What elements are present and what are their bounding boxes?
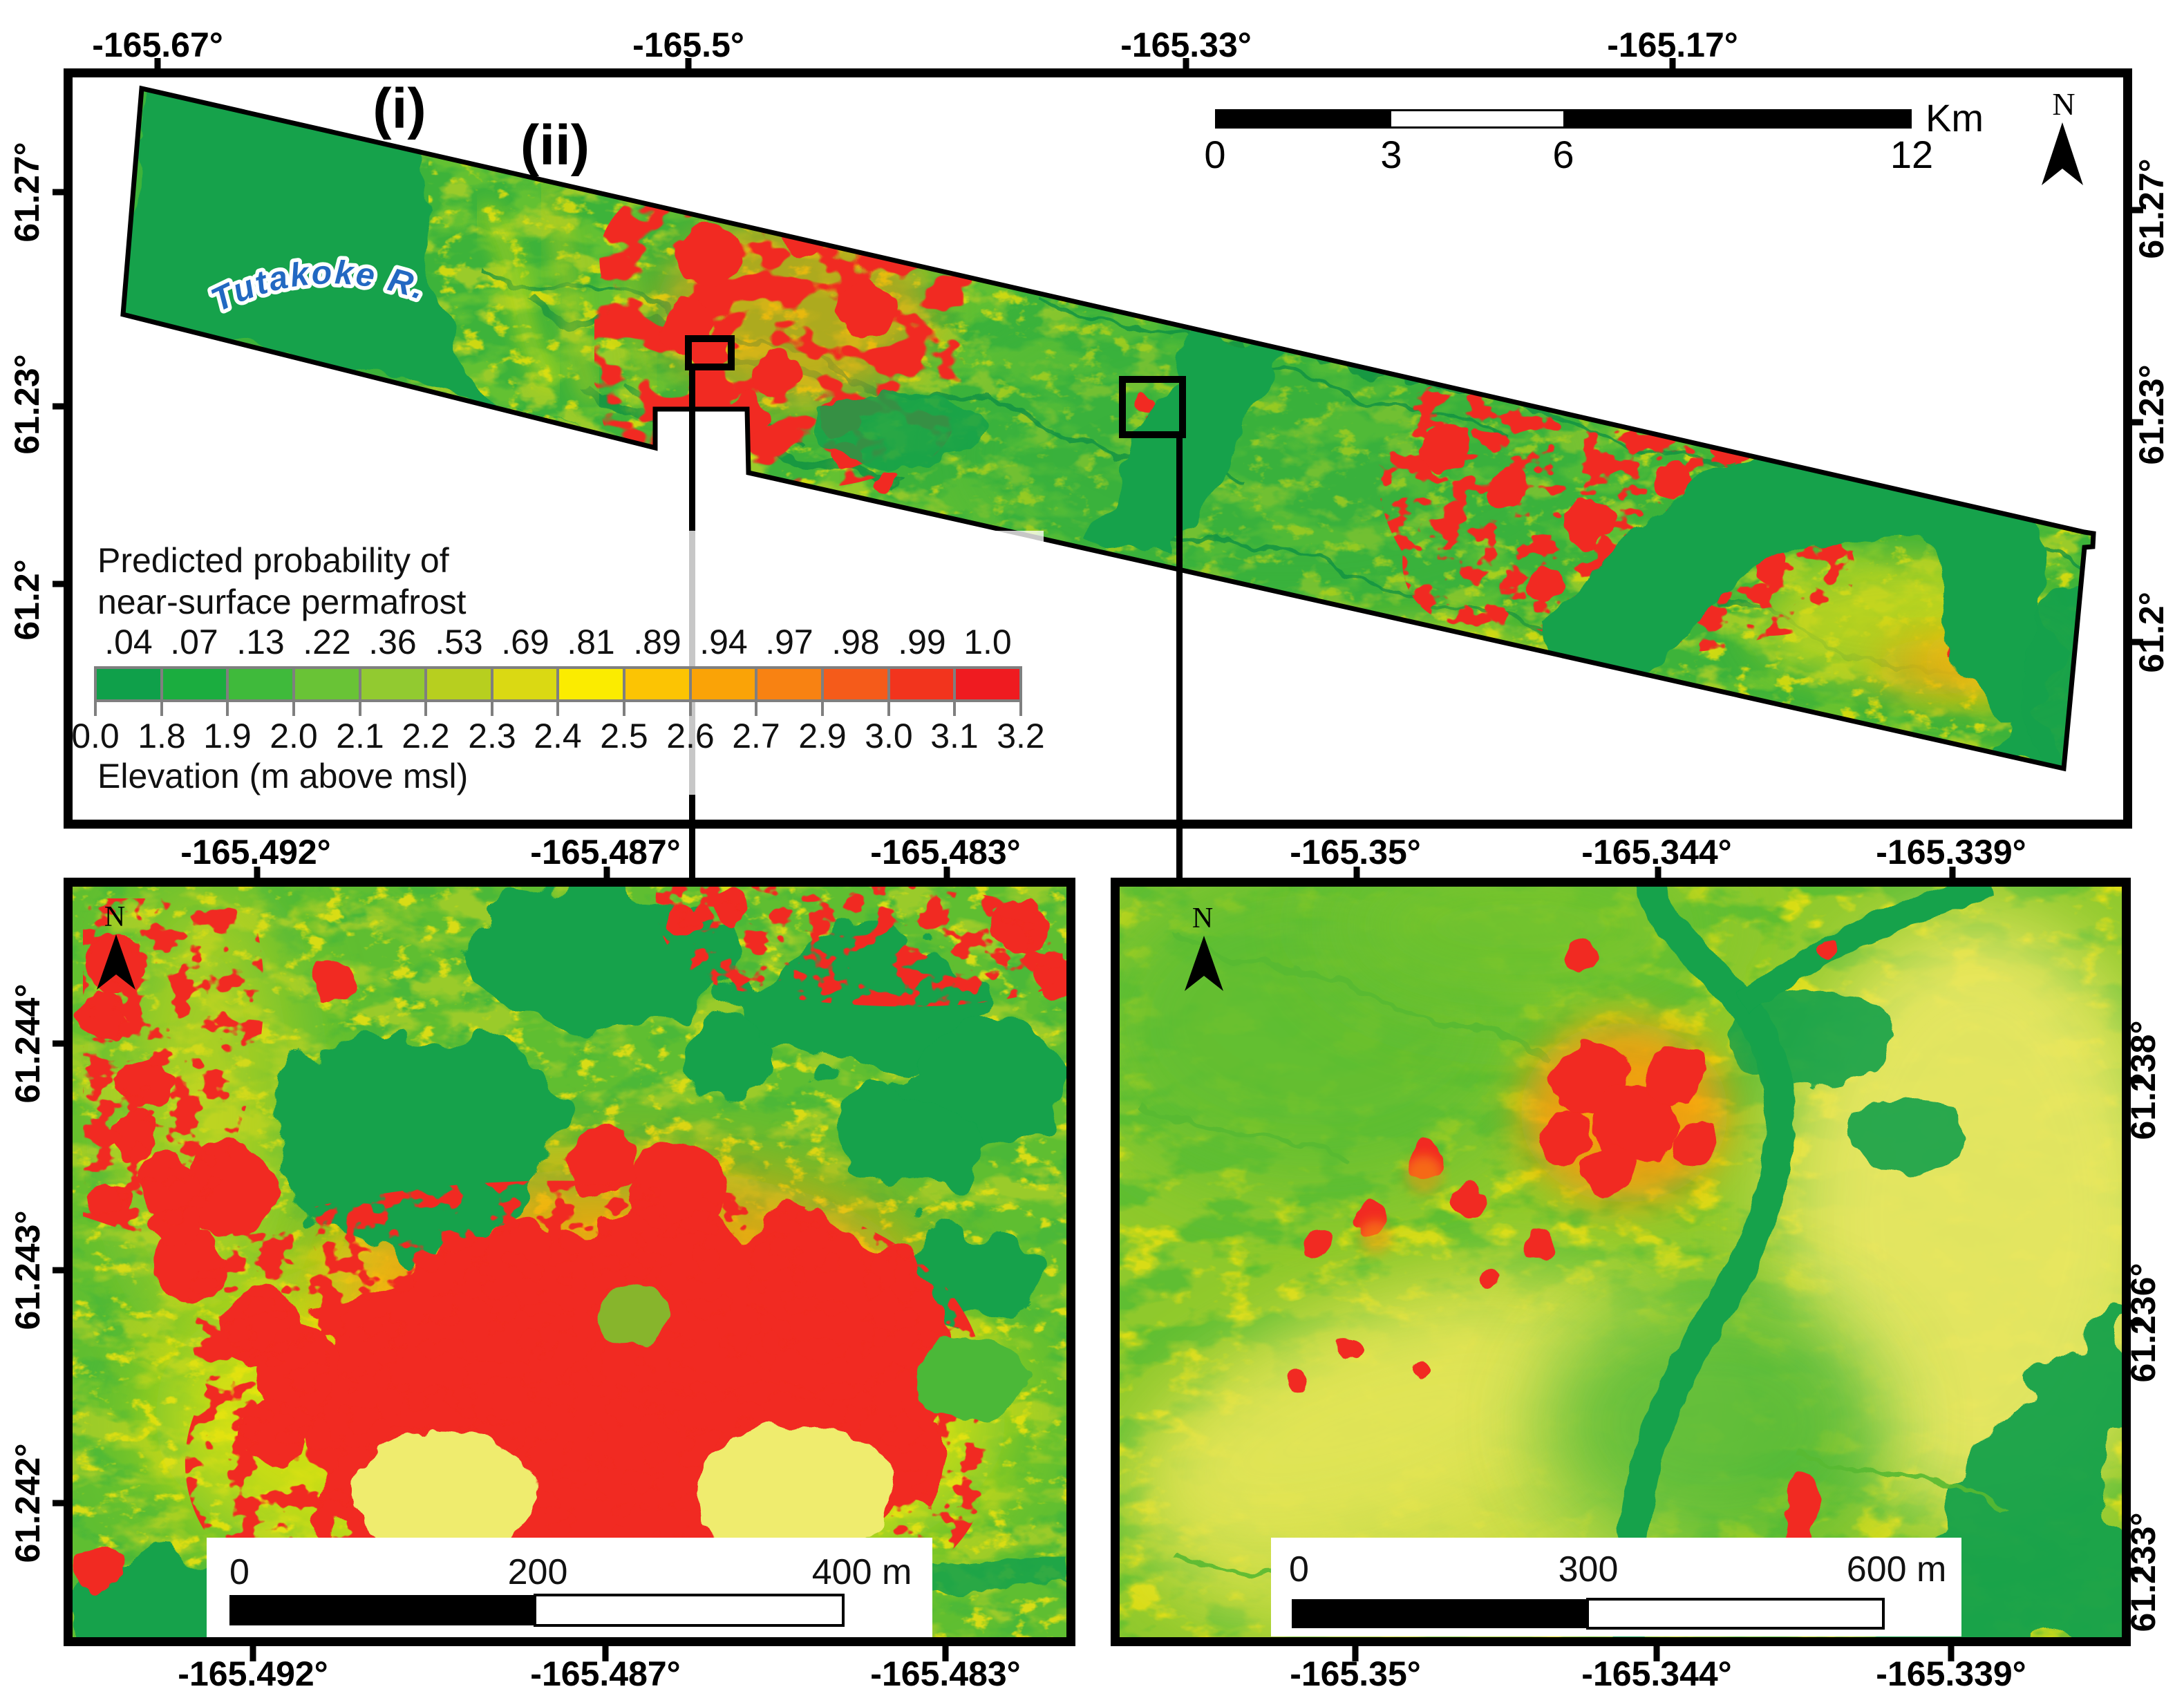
svg-text:2.0: 2.0 <box>270 717 318 755</box>
svg-text:N: N <box>2052 86 2075 122</box>
svg-text:6: 6 <box>1552 133 1574 176</box>
svg-text:0: 0 <box>1204 133 1225 176</box>
svg-text:-165.17°: -165.17° <box>1607 26 1738 64</box>
svg-text:Elevation (m above msl): Elevation (m above msl) <box>97 757 468 795</box>
svg-text:3.0: 3.0 <box>865 717 913 755</box>
svg-text:2.4: 2.4 <box>534 717 582 755</box>
svg-text:.04: .04 <box>104 623 153 661</box>
svg-text:1.0: 1.0 <box>963 623 1012 661</box>
svg-text:-165.487°: -165.487° <box>530 833 680 871</box>
svg-text:-165.339°: -165.339° <box>1876 833 2026 871</box>
svg-text:61.23°: 61.23° <box>2132 364 2171 464</box>
svg-text:.36: .36 <box>368 623 417 661</box>
svg-text:.53: .53 <box>435 623 483 661</box>
svg-text:300: 300 <box>1559 1549 1619 1589</box>
svg-text:61.242°: 61.242° <box>8 1444 47 1563</box>
svg-text:(ii): (ii) <box>520 114 590 177</box>
svg-text:-165.483°: -165.483° <box>870 833 1020 871</box>
svg-text:(i): (i) <box>373 77 426 140</box>
svg-text:.81: .81 <box>567 623 615 661</box>
svg-text:61.243°: 61.243° <box>8 1211 47 1330</box>
svg-text:2.3: 2.3 <box>468 717 516 755</box>
svg-text:-165.344°: -165.344° <box>1581 833 1731 871</box>
svg-text:1.9: 1.9 <box>203 717 252 755</box>
svg-text:-165.35°: -165.35° <box>1290 833 1421 871</box>
svg-text:12: 12 <box>1890 133 1933 176</box>
svg-text:0.0: 0.0 <box>71 717 120 755</box>
svg-text:Predicted probability of: Predicted probability of <box>97 541 449 580</box>
svg-text:61.27°: 61.27° <box>8 142 46 242</box>
svg-text:N: N <box>1192 903 1213 934</box>
svg-text:.98: .98 <box>831 623 880 661</box>
svg-text:.97: .97 <box>765 623 813 661</box>
svg-text:.94: .94 <box>699 623 748 661</box>
svg-text:3: 3 <box>1380 133 1402 176</box>
svg-text:2.9: 2.9 <box>798 717 847 755</box>
svg-text:-165.5°: -165.5° <box>632 26 744 64</box>
svg-text:0: 0 <box>1289 1549 1309 1589</box>
svg-text:near-surface permafrost: near-surface permafrost <box>97 583 467 621</box>
svg-text:.13: .13 <box>236 623 285 661</box>
svg-text:.07: .07 <box>170 623 218 661</box>
svg-text:61.2°: 61.2° <box>8 559 46 640</box>
svg-text:200: 200 <box>508 1552 568 1592</box>
svg-text:.99: .99 <box>898 623 946 661</box>
svg-text:3.1: 3.1 <box>930 717 979 755</box>
svg-text:-165.67°: -165.67° <box>92 26 223 64</box>
svg-text:.22: .22 <box>303 623 351 661</box>
svg-text:2.2: 2.2 <box>402 717 450 755</box>
svg-text:2.7: 2.7 <box>732 717 780 755</box>
svg-text:Km: Km <box>1926 96 1984 140</box>
svg-text:1.8: 1.8 <box>138 717 186 755</box>
svg-text:400 m: 400 m <box>812 1552 912 1592</box>
svg-text:61.244°: 61.244° <box>8 984 47 1104</box>
svg-text:3.2: 3.2 <box>997 717 1045 755</box>
svg-text:N: N <box>104 901 125 933</box>
svg-text:61.23°: 61.23° <box>8 354 46 454</box>
svg-text:0: 0 <box>229 1552 250 1592</box>
svg-text:-165.492°: -165.492° <box>180 833 330 871</box>
svg-text:-165.33°: -165.33° <box>1120 26 1252 64</box>
svg-text:2.1: 2.1 <box>336 717 384 755</box>
svg-text:.89: .89 <box>633 623 681 661</box>
svg-text:.69: .69 <box>501 623 549 661</box>
svg-text:61.2°: 61.2° <box>2132 592 2171 672</box>
svg-text:600 m: 600 m <box>1847 1549 1947 1589</box>
svg-text:2.5: 2.5 <box>600 717 648 755</box>
svg-text:2.6: 2.6 <box>666 717 715 755</box>
